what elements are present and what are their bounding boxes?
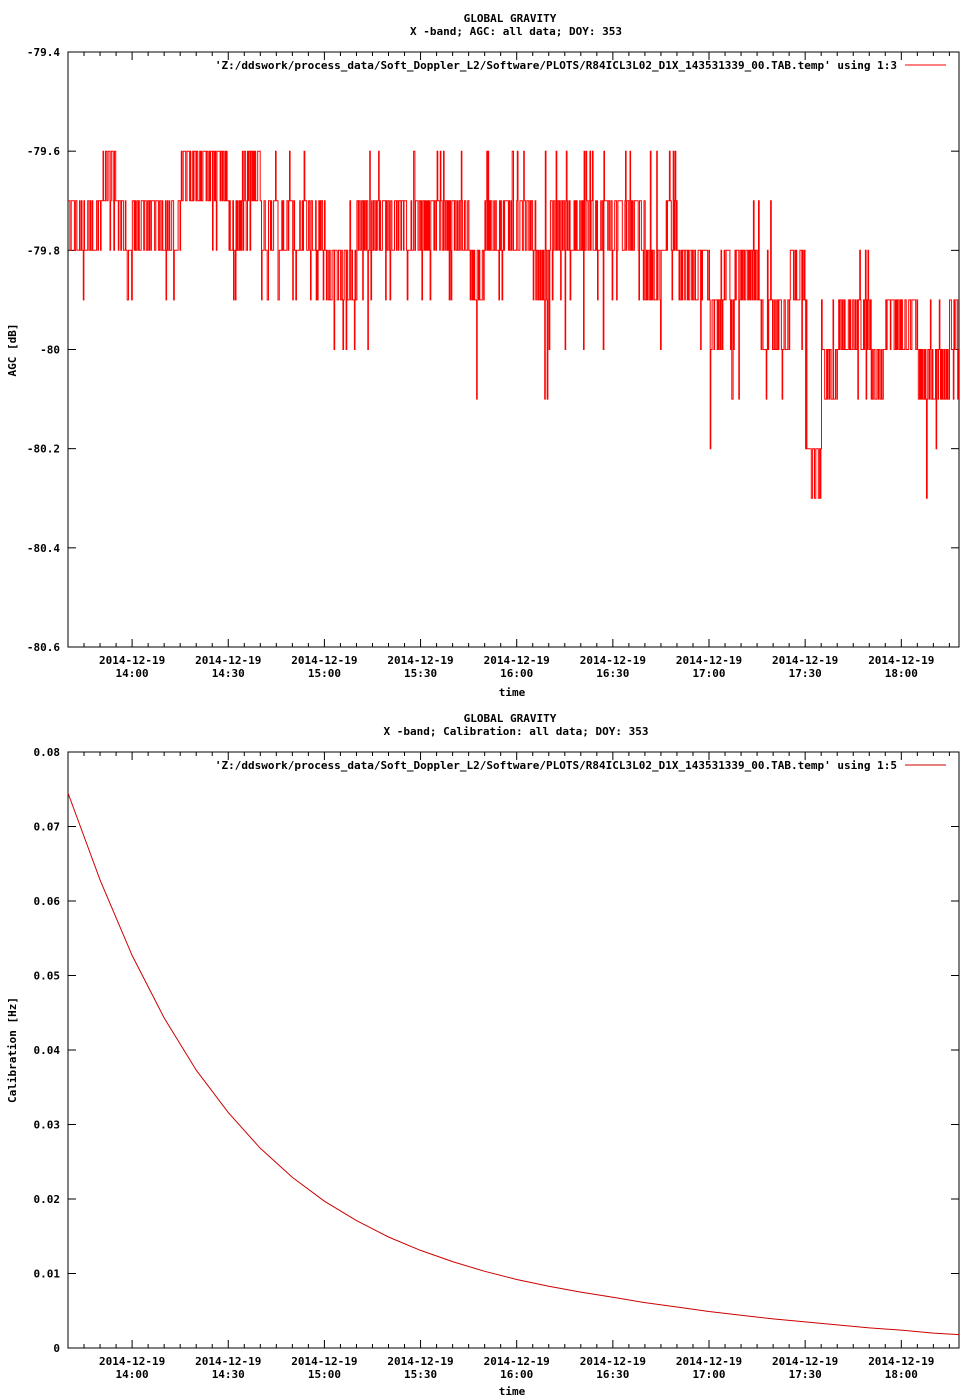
agc-x-tick-time: 17:00 (692, 667, 725, 680)
calibration-x-tick-time: 16:00 (500, 1368, 533, 1381)
calibration-plot-frame (67, 751, 960, 1349)
calibration-x-tick-time: 14:00 (116, 1368, 149, 1381)
calibration-y-tick-label: 0.06 (34, 895, 61, 908)
calibration-chart: GLOBAL GRAVITY X -band; Calibration: all… (6, 712, 960, 1398)
calibration-x-tick-date: 2014-12-19 (195, 1355, 261, 1368)
calibration-x-tick-time: 14:30 (212, 1368, 245, 1381)
agc-x-tick-time: 16:30 (596, 667, 629, 680)
calibration-x-tick-time: 17:30 (789, 1368, 822, 1381)
calibration-y-tick-label: 0.08 (34, 746, 61, 759)
calibration-x-tick-time: 15:00 (308, 1368, 341, 1381)
calibration-x-axis-label: time (499, 1385, 526, 1398)
agc-y-tick-label: -80 (40, 344, 60, 357)
calibration-x-tick-date: 2014-12-19 (387, 1355, 453, 1368)
agc-y-tick-label: -79.6 (27, 145, 60, 158)
calibration-x-tick-time: 17:00 (692, 1368, 725, 1381)
agc-x-axis-label: time (499, 686, 526, 699)
agc-chart: GLOBAL GRAVITY X -band; AGC: all data; D… (6, 12, 960, 699)
agc-chart-subtitle: X -band; AGC: all data; DOY: 353 (410, 25, 622, 38)
agc-y-tick-label: -79.8 (27, 244, 60, 257)
agc-x-tick-time: 14:30 (212, 667, 245, 680)
calibration-y-tick-label: 0 (53, 1342, 60, 1355)
agc-x-tick-date: 2014-12-19 (676, 654, 742, 667)
agc-y-axis-label: AGC [dB] (6, 324, 19, 377)
agc-legend-label: 'Z:/ddswork/process_data/Soft_Doppler_L2… (215, 59, 897, 72)
calibration-series-marks (67, 792, 960, 1336)
agc-y-tick-label: -80.2 (27, 443, 60, 456)
agc-x-tick-time: 14:00 (116, 667, 149, 680)
agc-x-tick-date: 2014-12-19 (484, 654, 550, 667)
calibration-chart-subtitle: X -band; Calibration: all data; DOY: 353 (384, 725, 649, 738)
agc-x-tick-date: 2014-12-19 (580, 654, 646, 667)
agc-x-tick-date: 2014-12-19 (291, 654, 357, 667)
calibration-x-tick-date: 2014-12-19 (868, 1355, 934, 1368)
calibration-y-tick-label: 0.05 (34, 970, 61, 983)
calibration-y-tick-label: 0.03 (34, 1119, 61, 1132)
calibration-x-tick-date: 2014-12-19 (772, 1355, 838, 1368)
calibration-x-axis: 2014-12-1914:002014-12-1914:302014-12-19… (67, 752, 950, 1381)
agc-x-tick-time: 18:00 (885, 667, 918, 680)
agc-y-tick-label: -79.4 (27, 46, 60, 59)
agc-series-marks (68, 150, 959, 499)
calibration-x-tick-time: 18:00 (885, 1368, 918, 1381)
agc-x-tick-date: 2014-12-19 (99, 654, 165, 667)
calibration-series-line (67, 792, 960, 1336)
calibration-y-tick-label: 0.02 (34, 1193, 61, 1206)
calibration-y-axis: 0.08 0.07 0.06 0.05 0.04 0.03 0.02 0.01 0 (34, 746, 959, 1355)
agc-chart-title: GLOBAL GRAVITY (464, 12, 557, 25)
agc-x-tick-time: 15:00 (308, 667, 341, 680)
agc-x-axis: 2014-12-1914:002014-12-1914:302014-12-19… (67, 52, 950, 680)
calibration-x-tick-time: 15:30 (404, 1368, 437, 1381)
agc-x-tick-time: 15:30 (404, 667, 437, 680)
agc-plot-frame (67, 51, 960, 648)
agc-y-tick-label: -80.6 (27, 641, 60, 654)
calibration-y-tick-label: 0.01 (34, 1268, 61, 1281)
calibration-x-tick-date: 2014-12-19 (291, 1355, 357, 1368)
agc-x-tick-time: 17:30 (789, 667, 822, 680)
calibration-x-tick-date: 2014-12-19 (676, 1355, 742, 1368)
agc-x-tick-date: 2014-12-19 (195, 654, 261, 667)
calibration-y-axis-label: Calibration [Hz] (6, 997, 19, 1103)
agc-x-tick-date: 2014-12-19 (387, 654, 453, 667)
calibration-x-tick-date: 2014-12-19 (484, 1355, 550, 1368)
agc-x-tick-time: 16:00 (500, 667, 533, 680)
calibration-legend-label: 'Z:/ddswork/process_data/Soft_Doppler_L2… (215, 759, 897, 772)
calibration-x-tick-time: 16:30 (596, 1368, 629, 1381)
calibration-x-tick-date: 2014-12-19 (99, 1355, 165, 1368)
agc-y-tick-label: -80.4 (27, 542, 60, 555)
calibration-y-tick-label: 0.07 (34, 821, 61, 834)
agc-y-axis: -79.4 -79.6 -79.8 -80 -80.2 -80.4 -80.6 (27, 46, 959, 654)
agc-x-tick-date: 2014-12-19 (868, 654, 934, 667)
calibration-x-tick-date: 2014-12-19 (580, 1355, 646, 1368)
agc-series-line (68, 150, 959, 499)
calibration-y-tick-label: 0.04 (34, 1044, 61, 1057)
calibration-chart-title: GLOBAL GRAVITY (464, 712, 557, 725)
agc-x-tick-date: 2014-12-19 (772, 654, 838, 667)
